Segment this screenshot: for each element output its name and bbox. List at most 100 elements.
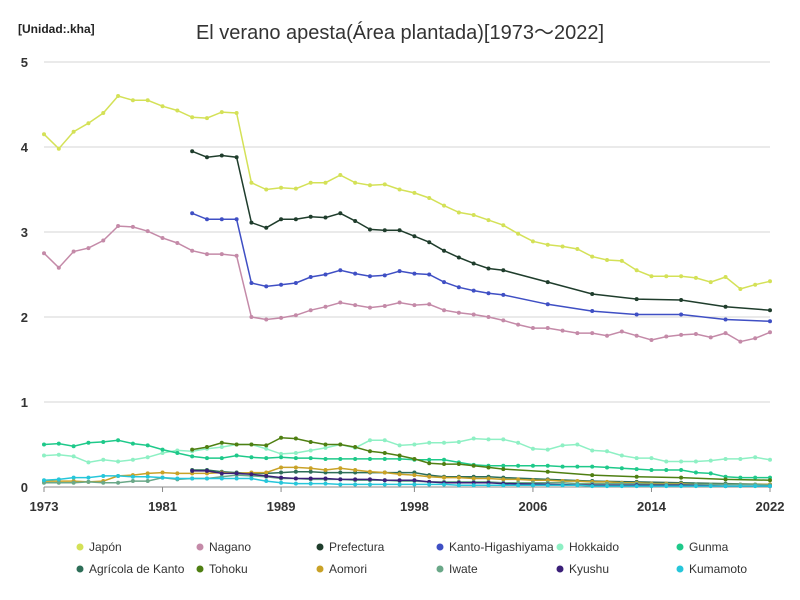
data-point (382, 228, 387, 233)
data-point (249, 315, 254, 319)
data-point (264, 317, 269, 322)
data-point (427, 461, 432, 466)
series-line-hokkaido (43, 437, 771, 464)
data-point (86, 479, 91, 484)
data-point (501, 467, 506, 472)
data-point (338, 173, 343, 178)
data-point (234, 111, 239, 115)
data-point (249, 455, 254, 460)
data-point (308, 481, 313, 486)
data-point (545, 242, 550, 247)
data-point (116, 459, 121, 464)
data-point (116, 94, 121, 98)
data-point (42, 251, 46, 256)
data-point (649, 456, 654, 461)
data-point (738, 475, 743, 480)
data-point (575, 464, 580, 469)
data-point (456, 462, 461, 467)
data-point (71, 480, 76, 485)
data-point (279, 480, 284, 485)
data-point (293, 481, 298, 486)
data-point (664, 274, 669, 279)
data-point (530, 446, 535, 451)
data-point (397, 187, 402, 192)
data-point (664, 484, 669, 489)
legend-item-japon[interactable]: Japón (76, 540, 122, 554)
data-point (412, 271, 417, 276)
x-tick-label: 1973 (30, 499, 59, 514)
data-point (486, 218, 491, 223)
data-point (160, 470, 165, 475)
data-point (530, 483, 535, 488)
data-point (145, 98, 150, 103)
data-point (545, 326, 550, 331)
data-point (397, 482, 402, 487)
legend-marker (196, 565, 204, 573)
series-line-prefectura (191, 150, 771, 311)
data-point (382, 478, 387, 483)
data-point (560, 244, 565, 249)
legend-item-kanto-higashiyama[interactable]: Kanto-Higashiyama (436, 540, 555, 554)
data-point (397, 453, 402, 458)
series-line-nagano (43, 225, 771, 343)
legend-item-iwate[interactable]: Iwate (436, 562, 479, 576)
legend-item-kyushu[interactable]: Kyushu (556, 562, 610, 576)
data-point (204, 155, 209, 160)
data-point (323, 180, 328, 185)
data-point (279, 451, 284, 456)
legend-marker (676, 565, 684, 573)
data-point (42, 478, 46, 483)
data-point (308, 448, 313, 453)
data-point (367, 477, 372, 482)
legend-item-hokkaido[interactable]: Hokkaido (556, 540, 620, 554)
legend-item-nagano[interactable]: Nagano (196, 540, 252, 554)
legend-item-agricola-de-kanto[interactable]: Agrícola de Kanto (76, 562, 185, 576)
data-point (101, 111, 106, 115)
data-point (501, 463, 506, 468)
data-point (486, 315, 491, 319)
data-point (693, 275, 698, 280)
data-point (279, 185, 284, 190)
data-point (204, 445, 209, 450)
data-point (708, 280, 713, 285)
series-line-aomori (44, 466, 770, 486)
legend-item-aomori[interactable]: Aomori (316, 562, 368, 576)
legend-label: Japón (89, 540, 122, 554)
data-point (175, 241, 180, 246)
data-point (234, 476, 239, 481)
data-point (753, 475, 758, 480)
data-point (382, 182, 387, 187)
y-tick-label: 1 (21, 395, 28, 410)
data-point (219, 476, 224, 481)
data-point (753, 336, 758, 341)
x-tick-label: 2022 (756, 499, 785, 514)
legend-layer: Japón Nagano Prefectura Kanto-Higashiyama Ho… (76, 540, 748, 576)
data-point (634, 467, 639, 472)
data-point (708, 458, 713, 463)
data-point (353, 218, 358, 223)
data-point (708, 471, 713, 476)
data-point (308, 308, 313, 313)
data-point (456, 210, 461, 215)
data-point (293, 436, 298, 441)
data-point (723, 456, 728, 461)
data-point (382, 456, 387, 461)
legend-item-kumamoto[interactable]: Kumamoto (676, 562, 748, 576)
series-line-tohoku (192, 436, 771, 481)
data-point (412, 478, 417, 483)
data-point (86, 246, 91, 251)
legend-label: Tohoku (209, 562, 248, 576)
data-point (279, 470, 284, 475)
legend-label: Iwate (449, 562, 478, 576)
data-point (219, 217, 224, 222)
legend-item-tohoku[interactable]: Tohoku (196, 562, 248, 576)
legend-item-prefectura[interactable]: Prefectura (316, 540, 385, 554)
data-point (190, 454, 195, 459)
data-point (427, 302, 432, 307)
data-point (486, 483, 491, 488)
data-point (442, 308, 447, 313)
data-point (590, 309, 595, 314)
data-point (204, 116, 209, 121)
legend-item-gunma[interactable]: Gunma (676, 540, 729, 554)
data-point (768, 330, 772, 335)
